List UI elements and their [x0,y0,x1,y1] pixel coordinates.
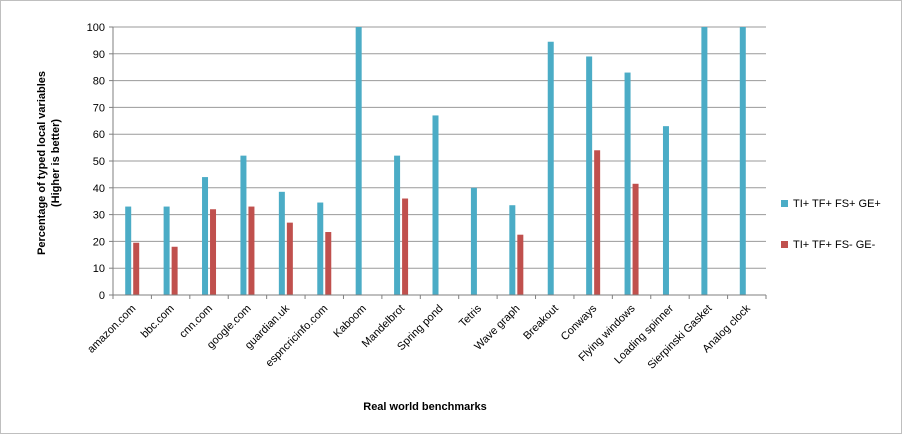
x-axis-title: Real world benchmarks [363,401,487,413]
bar-series-2 [402,198,409,295]
y-axis-title-line-1: Percentage of typed local variables [36,71,48,255]
legend-label: TI+ TF+ FS+ GE+ [793,198,881,210]
bar-series-1 [163,206,170,295]
bar-series-2 [632,183,639,295]
bars [125,27,746,296]
bar-series-2 [286,222,293,295]
y-tick-label: 60 [93,129,105,141]
y-axis-title-line-2: (Higher is better) [50,119,62,207]
bar-series-2 [248,206,255,295]
y-tick-label: 80 [93,76,105,88]
bar-series-1 [355,27,362,295]
x-tick-label: cnn.com [177,303,215,341]
y-tick-label: 30 [93,210,105,222]
axes [112,27,766,296]
bar-series-1 [624,72,631,295]
bar-series-1 [202,177,209,295]
y-tick-label: 100 [87,22,105,34]
bar-series-1 [125,206,132,295]
bar-series-1 [432,115,439,295]
x-tick-label: Kaboom [331,303,368,340]
bar-series-1 [509,205,516,295]
bar-series-2 [517,234,524,295]
y-tick-label: 70 [93,102,105,114]
bar-series-1 [662,126,669,295]
bar-series-1 [739,27,746,295]
bar-series-2 [594,150,601,295]
bar-series-2 [210,209,217,295]
x-tick-label: amazon.com [85,303,138,356]
legend-swatch [781,200,788,207]
tick-labels: 0 10 20 30 40 50 60 70 80 90 100 amazon.com bbc.com c… [85,22,753,372]
y-tick-label: 90 [93,49,105,61]
y-tick-label: 10 [93,263,105,275]
bar-series-1 [278,191,285,295]
bar-series-1 [240,155,247,295]
x-tick-label: bbc.com [139,303,177,341]
bar-series-2 [133,242,140,295]
legend-label: TI+ TF+ FS- GE- [793,239,876,251]
bar-series-1 [317,202,324,295]
bar-series-1 [394,155,401,295]
x-tick-label: Sierpinski Gasket [645,303,714,372]
gridlines [109,26,767,299]
y-tick-label: 40 [93,183,105,195]
y-tick-label: 20 [93,236,105,248]
x-tick-label: Breakout [521,303,561,343]
bar-series-1 [470,187,477,295]
bar-series-2 [171,246,178,295]
legend: TI+ TF+ FS+ GE+ TI+ TF+ FS- GE- [781,198,881,251]
bar-series-1 [586,56,593,296]
bar-series-1 [701,27,708,295]
y-tick-label: 50 [93,156,105,168]
legend-swatch [781,241,788,248]
y-tick-label: 0 [99,290,105,302]
bar-series-1 [547,41,554,295]
x-tick-label: Tetris [457,302,484,329]
bar-series-2 [325,232,332,295]
